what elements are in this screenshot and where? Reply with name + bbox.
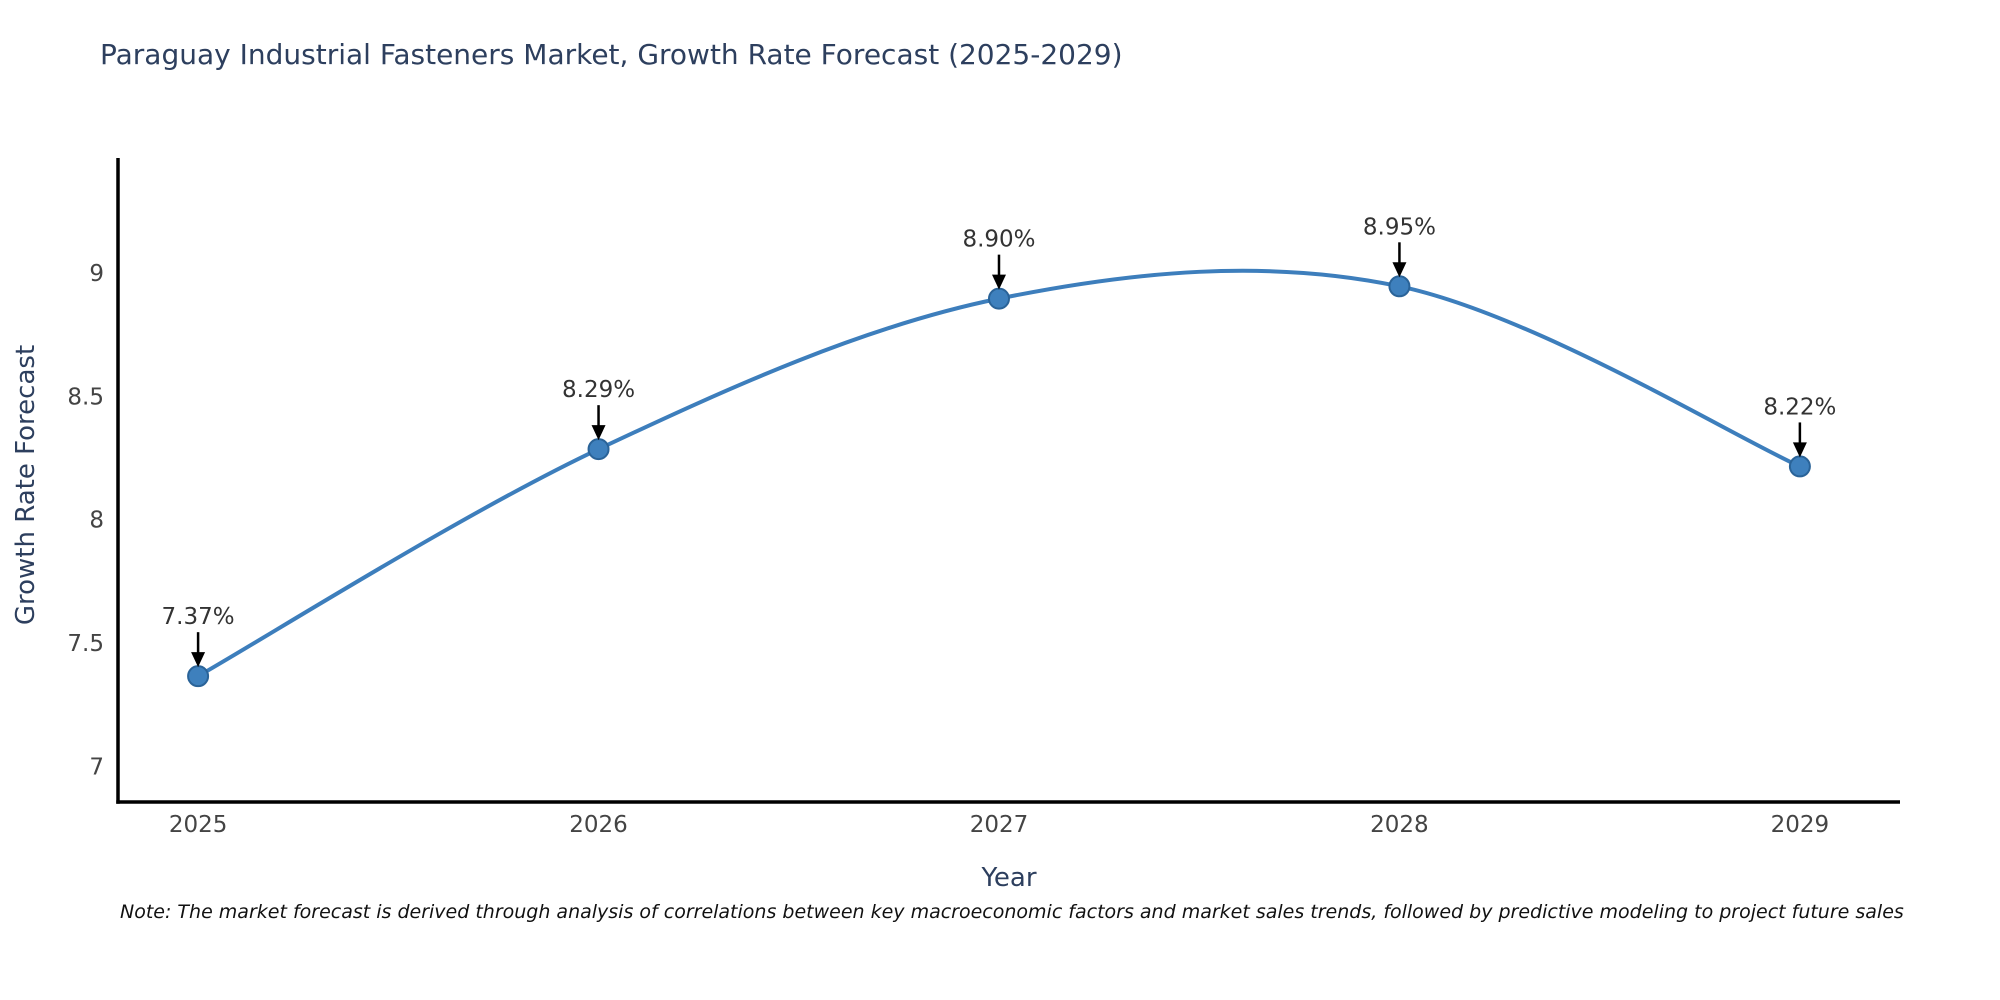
y-tick-label: 8.5	[67, 384, 104, 410]
annotation-value-label: 8.95%	[1363, 214, 1436, 240]
data-point-marker[interactable]	[587, 438, 610, 461]
data-point-marker[interactable]	[987, 287, 1010, 310]
y-tick-label: 8	[89, 508, 104, 534]
annotation-value-label: 8.22%	[1763, 394, 1836, 420]
x-axis-title: Year	[980, 863, 1036, 893]
annotation-value-label: 8.29%	[562, 377, 635, 403]
growth-rate-line	[196, 268, 1802, 679]
annotation-arrowhead	[591, 425, 606, 441]
annotation-arrowhead	[191, 652, 206, 668]
footnote: Note: The market forecast is derived thr…	[120, 901, 1904, 923]
annotation-value-label: 8.90%	[962, 227, 1035, 253]
annotation-arrowhead	[1392, 262, 1407, 278]
x-tick-label: 2025	[169, 812, 228, 838]
data-point-marker[interactable]	[1388, 275, 1411, 298]
chart-title: Paraguay Industrial Fasteners Market, Gr…	[100, 38, 1123, 71]
y-tick-label: 7	[89, 754, 104, 780]
annotation-arrowhead	[1792, 442, 1807, 458]
x-tick-label: 2026	[569, 812, 628, 838]
y-tick-label: 9	[89, 261, 104, 287]
annotation-arrowhead	[991, 274, 1006, 290]
y-tick-label: 7.5	[67, 631, 104, 657]
y-axis-title: Growth Rate Forecast	[11, 345, 41, 625]
x-tick-label: 2027	[970, 812, 1029, 838]
x-tick-label: 2028	[1370, 812, 1429, 838]
x-tick-label: 2029	[1771, 812, 1830, 838]
annotation-value-label: 7.37%	[162, 604, 235, 630]
data-point-marker[interactable]	[1788, 455, 1811, 478]
data-point-marker[interactable]	[187, 665, 210, 688]
